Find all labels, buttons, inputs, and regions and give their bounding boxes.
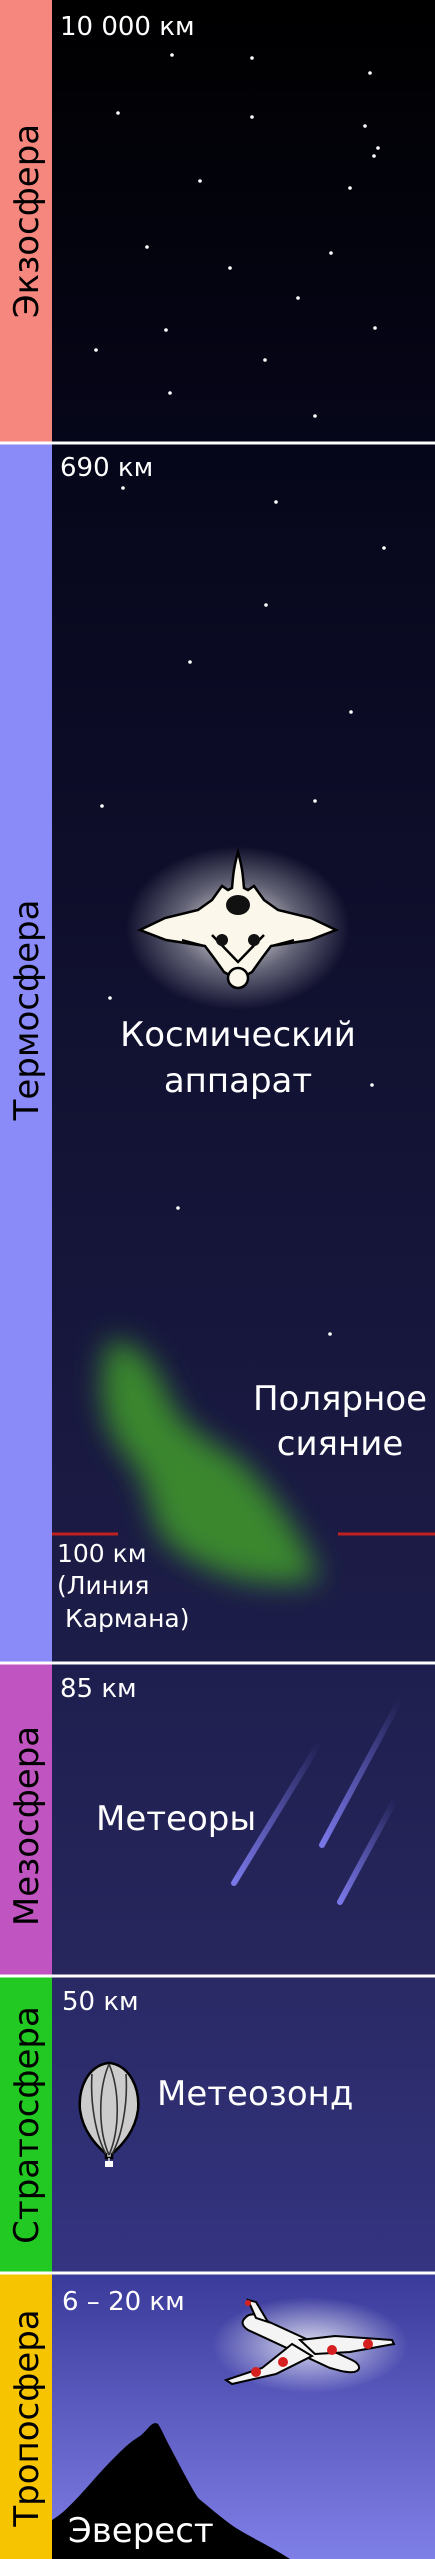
meteors-label: Метеоры <box>96 1799 256 1839</box>
spacecraft-label-line1: Космический <box>120 1015 356 1055</box>
stratosphere-side-strip <box>0 1976 52 2273</box>
everest-silhouette <box>52 2423 290 2559</box>
thermosphere-altitude: 690 км <box>60 453 153 483</box>
thermosphere-band <box>52 443 435 1663</box>
balloon-icon <box>78 2061 140 2167</box>
meteor-trail <box>231 1739 323 1886</box>
exosphere-side-strip <box>0 0 52 443</box>
mesosphere-name: Мезосфера <box>7 1726 47 1926</box>
karman-label-line1: 100 км <box>57 1539 147 1568</box>
karman-label-line3: Кармана) <box>57 1604 189 1633</box>
mesosphere-altitude: 85 км <box>60 1674 137 1704</box>
balloon-label: Метеозонд <box>157 2074 353 2114</box>
spacecraft-label-line2: аппарат <box>164 1061 312 1101</box>
thermosphere-name: Термосфера <box>7 900 47 1122</box>
mesosphere-band <box>52 1663 435 1976</box>
troposphere-altitude: 6 – 20 км <box>62 2287 185 2317</box>
aurora-label-line2: сияние <box>277 1424 404 1464</box>
meteors <box>231 1697 403 1905</box>
stars <box>94 53 386 1336</box>
thermosphere-side-strip <box>0 443 52 1663</box>
aurora-label-line1: Полярное <box>253 1379 427 1419</box>
layer-dividers <box>0 441 435 2275</box>
aurora-glow <box>101 1340 320 1584</box>
spacecraft-icon <box>126 846 350 1010</box>
karman-label-line2: (Линия <box>57 1571 149 1600</box>
exosphere-altitude: 10 000 км <box>60 12 195 42</box>
meteor-trail <box>337 1797 398 1905</box>
exosphere-band <box>52 0 435 443</box>
meteor-trail <box>319 1697 403 1848</box>
stratosphere-name: Стратосфера <box>7 2006 47 2244</box>
exosphere-name: Экзосфера <box>7 124 47 318</box>
stratosphere-altitude: 50 км <box>62 1987 139 2017</box>
troposphere-name: Тропосфера <box>7 2309 47 2527</box>
mesosphere-side-strip <box>0 1663 52 1976</box>
airplane-icon <box>212 2297 408 2393</box>
troposphere-side-strip <box>0 2273 52 2559</box>
everest-label: Эверест <box>68 2511 214 2551</box>
